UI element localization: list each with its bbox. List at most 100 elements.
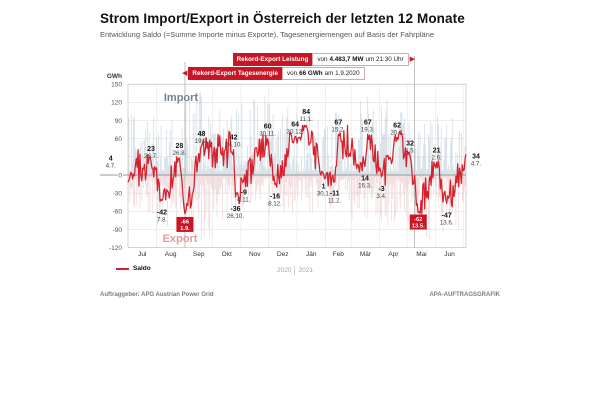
svg-text:42: 42 <box>230 135 238 142</box>
svg-text:23: 23 <box>147 146 155 153</box>
record-tagesenergie-bold: 66 GWh <box>299 70 323 77</box>
svg-text:11.2.: 11.2. <box>328 198 342 205</box>
record-tagesenergie-suffix: am 1.9.2020 <box>324 70 360 77</box>
svg-text:84: 84 <box>302 109 310 116</box>
svg-text:4: 4 <box>109 156 113 163</box>
svg-text:Jun: Jun <box>444 251 455 258</box>
record-tagesenergie-prefix: von <box>287 70 298 77</box>
svg-text:Aug: Aug <box>165 251 177 258</box>
legend: Saldo <box>116 265 151 272</box>
year-2020: 2020 <box>277 267 292 274</box>
svg-text:60: 60 <box>264 124 272 131</box>
record-leistung-bold: 4.483,7 MW <box>329 56 364 63</box>
svg-text:150: 150 <box>111 82 122 89</box>
legend-saldo-label: Saldo <box>133 265 151 272</box>
svg-text:19.9.: 19.9. <box>195 138 209 145</box>
page-subtitle: Entwicklung Saldo (=Summe Importe minus … <box>100 30 434 39</box>
svg-text:Okt: Okt <box>222 251 232 258</box>
record-tagesenergie-label: Rekord-Export Tagesenergie <box>188 67 283 80</box>
svg-text:Export: Export <box>163 233 198 245</box>
svg-text:GWh: GWh <box>107 73 122 80</box>
year-labels: 2020 2021 <box>277 266 313 275</box>
record-leistung-suffix: um 21:30 Uhr <box>365 56 404 63</box>
svg-text:-11: -11 <box>330 191 340 198</box>
annotation-record-leistung: Rekord-Export Leistung von 4.483,7 MW um… <box>232 53 416 66</box>
svg-text:8.12.: 8.12. <box>268 201 282 208</box>
svg-text:60: 60 <box>115 136 123 143</box>
arrow-right-icon: ▶ <box>409 56 415 63</box>
svg-text:1: 1 <box>322 183 326 190</box>
svg-text:0: 0 <box>118 172 122 179</box>
svg-text:-3: -3 <box>378 186 384 193</box>
svg-text:-36: -36 <box>230 206 240 213</box>
svg-text:-42: -42 <box>157 209 167 216</box>
svg-text:-62: -62 <box>414 217 422 223</box>
svg-text:14: 14 <box>361 176 369 183</box>
svg-text:Dez: Dez <box>277 251 289 258</box>
svg-text:21: 21 <box>433 147 441 154</box>
svg-text:34: 34 <box>472 153 480 160</box>
svg-text:67: 67 <box>334 119 342 126</box>
svg-text:28: 28 <box>176 143 184 150</box>
svg-text:13.6.: 13.6. <box>440 219 454 226</box>
svg-text:Apr: Apr <box>388 251 399 258</box>
svg-text:30.12.: 30.12. <box>287 128 304 135</box>
svg-text:Mai: Mai <box>416 251 426 258</box>
svg-text:-120: -120 <box>109 245 122 252</box>
record-leistung-label: Rekord-Export Leistung <box>232 53 313 66</box>
svg-text:64: 64 <box>291 121 299 128</box>
svg-text:7.8.: 7.8. <box>157 216 168 223</box>
svg-text:-90: -90 <box>113 227 123 234</box>
year-2021: 2021 <box>298 267 313 274</box>
svg-text:20.4.: 20.4. <box>390 129 404 136</box>
svg-text:Jän: Jän <box>306 251 317 258</box>
svg-text:67: 67 <box>364 119 372 126</box>
svg-text:-9: -9 <box>241 189 247 196</box>
saldo-line-swatch <box>116 267 129 270</box>
svg-text:30.11.: 30.11. <box>259 131 276 138</box>
svg-text:1.9.: 1.9. <box>180 226 190 232</box>
svg-text:48: 48 <box>198 131 206 138</box>
svg-text:32: 32 <box>406 141 414 148</box>
arrow-left-icon: ◀ <box>182 70 188 77</box>
annotation-record-tagesenergie: ◀ Rekord-Export Tagesenergie von 66 GWh … <box>181 67 365 80</box>
svg-text:30.1.: 30.1. <box>317 190 331 197</box>
svg-text:19.3.: 19.3. <box>361 126 375 133</box>
svg-text:3.4.: 3.4. <box>376 193 387 200</box>
record-tagesenergie-value: von 66 GWh am 1.9.2020 <box>282 67 365 80</box>
svg-text:24.10.: 24.10. <box>225 142 242 149</box>
svg-text:26.8.: 26.8. <box>173 150 187 157</box>
svg-text:4.5.: 4.5. <box>405 148 416 155</box>
svg-text:Mär: Mär <box>360 251 372 258</box>
svg-text:90: 90 <box>115 118 123 125</box>
svg-text:13.5.: 13.5. <box>412 224 425 230</box>
svg-text:62: 62 <box>393 122 401 129</box>
svg-text:15.2.: 15.2. <box>331 126 345 133</box>
svg-text:26.7.: 26.7. <box>144 153 158 160</box>
svg-text:Feb: Feb <box>333 251 345 258</box>
year-divider <box>294 266 296 275</box>
svg-text:4.7.: 4.7. <box>106 163 117 170</box>
page-title: Strom Import/Export in Österreich der le… <box>100 11 465 26</box>
svg-text:-16: -16 <box>270 194 280 201</box>
svg-text:16.3.: 16.3. <box>358 183 372 190</box>
svg-text:4.7.: 4.7. <box>471 160 482 167</box>
svg-text:Jul: Jul <box>138 251 147 258</box>
svg-text:-60: -60 <box>113 209 123 216</box>
svg-text:Import: Import <box>164 92 199 104</box>
svg-text:11.1.: 11.1. <box>300 116 314 123</box>
svg-text:2.6.: 2.6. <box>431 154 442 161</box>
footer-credit: APA-AUFTRAGSGRAFIK <box>429 292 500 298</box>
svg-text:26.10.: 26.10. <box>227 213 244 220</box>
svg-text:Sep: Sep <box>193 251 205 258</box>
record-leistung-prefix: von <box>317 56 328 63</box>
svg-text:-30: -30 <box>113 190 123 197</box>
record-leistung-value: von 4.483,7 MW um 21:30 Uhr <box>312 53 409 66</box>
footer-client: Auftraggeber: APG Austrian Power Grid <box>100 292 214 298</box>
svg-text:Nov: Nov <box>249 251 261 258</box>
svg-text:4.11.: 4.11. <box>237 196 251 203</box>
svg-text:-47: -47 <box>442 212 452 219</box>
svg-text:-66: -66 <box>181 219 190 225</box>
svg-text:120: 120 <box>111 100 122 107</box>
